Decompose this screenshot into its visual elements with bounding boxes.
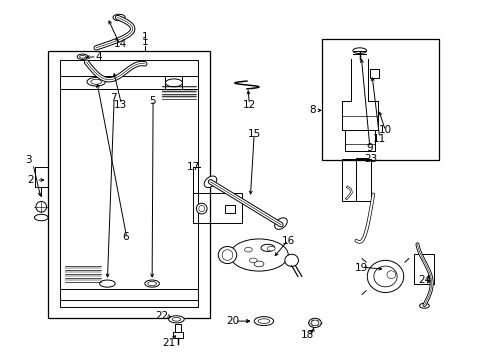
Text: 7: 7 [110,93,116,103]
Ellipse shape [222,249,232,260]
Text: 20: 20 [225,316,239,326]
Text: 23: 23 [364,154,377,163]
Ellipse shape [254,317,273,325]
Ellipse shape [261,244,274,251]
Ellipse shape [172,318,181,321]
Ellipse shape [274,218,286,229]
Bar [341,158,370,202]
Ellipse shape [34,214,48,221]
Ellipse shape [77,54,88,59]
Text: 14: 14 [114,39,127,49]
Ellipse shape [204,176,216,188]
Ellipse shape [249,258,257,263]
Ellipse shape [244,247,252,252]
Ellipse shape [113,14,125,21]
Text: 1: 1 [141,32,148,42]
Ellipse shape [258,319,269,323]
Text: 3: 3 [25,156,31,165]
Text: 12: 12 [242,100,255,110]
Text: 9: 9 [366,143,372,153]
Text: 17: 17 [186,162,200,172]
Bar [47,51,210,318]
Bar [60,60,198,307]
Ellipse shape [366,260,403,293]
Ellipse shape [196,203,206,214]
Ellipse shape [310,320,318,326]
Ellipse shape [218,247,236,264]
Ellipse shape [80,55,85,58]
Text: 18: 18 [301,330,314,341]
Bar [322,39,438,160]
Ellipse shape [386,271,395,279]
Text: 21: 21 [162,338,175,347]
Text: 19: 19 [354,262,367,273]
Text: 16: 16 [281,236,294,246]
Ellipse shape [91,79,102,84]
Bar [369,69,378,78]
Text: 4: 4 [95,52,102,62]
Ellipse shape [308,318,321,328]
Text: 2: 2 [27,175,34,185]
Bar [193,193,242,223]
Text: 1: 1 [141,37,148,48]
Ellipse shape [352,48,366,54]
Ellipse shape [100,280,115,287]
Bar [175,324,181,332]
Ellipse shape [373,266,396,287]
Ellipse shape [419,303,428,308]
Text: 15: 15 [247,129,260,139]
Ellipse shape [267,246,275,251]
Bar [224,205,234,213]
Ellipse shape [147,282,156,286]
Text: 6: 6 [122,232,128,242]
Ellipse shape [199,205,204,212]
Text: 5: 5 [148,96,155,107]
Text: 11: 11 [372,134,386,144]
Text: 24: 24 [417,275,430,285]
Text: 10: 10 [378,125,391,135]
Ellipse shape [144,280,159,287]
Ellipse shape [285,254,298,266]
Bar [172,332,183,338]
Bar [413,254,433,284]
Ellipse shape [165,79,182,87]
Ellipse shape [168,316,184,323]
Ellipse shape [229,239,287,271]
Ellipse shape [254,261,264,267]
Ellipse shape [36,202,46,212]
Text: 13: 13 [114,100,127,110]
Text: 22: 22 [155,311,168,321]
Text: 8: 8 [308,105,315,115]
Ellipse shape [87,77,105,86]
